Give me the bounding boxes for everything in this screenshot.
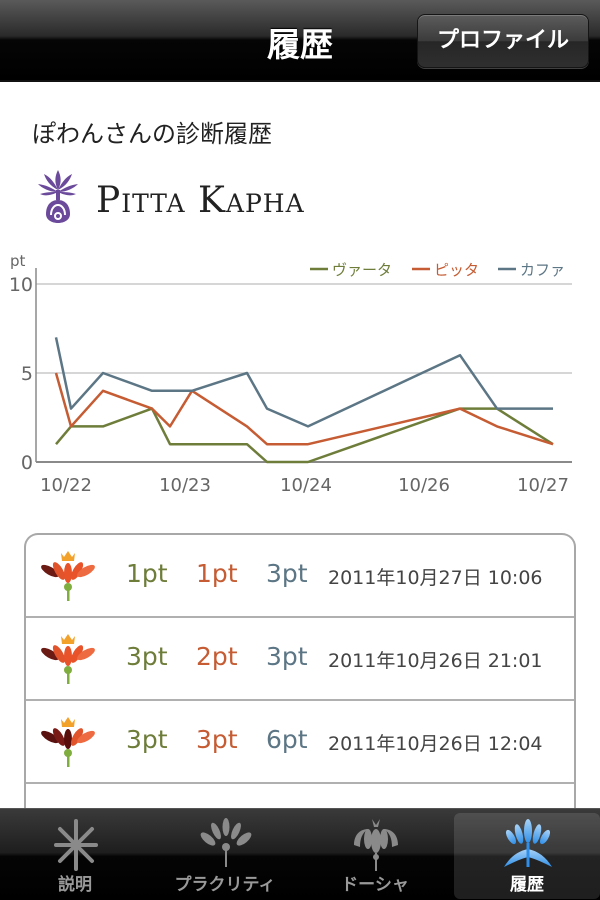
chart-series bbox=[54, 337, 554, 464]
history-list[interactable]: 1pt 1pt 3pt 2011年10月27日 10:06 3pt 2pt 3p… bbox=[24, 533, 576, 813]
tab-dosha[interactable]: ドーシャ bbox=[302, 813, 448, 899]
brand-name: Pitta Kapha bbox=[96, 180, 305, 221]
profile-button[interactable]: プロファイル bbox=[417, 14, 589, 68]
kapha-score: 6pt bbox=[266, 725, 308, 754]
svg-text:ヴァータ: ヴァータ bbox=[332, 261, 392, 279]
history-date: 2011年10月26日 21:01 bbox=[328, 650, 543, 672]
chart-grid bbox=[35, 268, 572, 463]
vata-score: 3pt bbox=[126, 642, 168, 671]
flower-icon bbox=[41, 551, 95, 601]
svg-text:0: 0 bbox=[21, 452, 33, 474]
y-axis-ticks: 0 5 10 bbox=[9, 274, 33, 474]
asterisk-flower-icon bbox=[54, 819, 98, 871]
tab-label: プラクリティ bbox=[174, 875, 276, 895]
svg-text:10/26: 10/26 bbox=[398, 475, 450, 496]
svg-text:10/23: 10/23 bbox=[159, 475, 211, 496]
history-row[interactable]: 3pt 3pt 6pt 2011年10月26日 12:04 bbox=[26, 701, 574, 784]
fan-flower-icon bbox=[200, 818, 252, 867]
history-date: 2011年10月26日 12:04 bbox=[328, 733, 543, 755]
svg-text:ピッタ: ピッタ bbox=[434, 261, 479, 279]
drooping-flower-icon bbox=[354, 819, 398, 871]
svg-text:10/22: 10/22 bbox=[40, 475, 92, 496]
vata-score: 1pt bbox=[126, 559, 168, 588]
brand-logo: Pitta Kapha bbox=[36, 168, 381, 224]
history-row[interactable]: 1pt 1pt 3pt 2011年10月27日 10:06 bbox=[26, 535, 574, 618]
lotus-icon bbox=[504, 819, 552, 867]
tab-label: 説明 bbox=[58, 875, 92, 895]
dosha-history-chart: pt 0 5 10 10/22 10/23 10/24 10/26 10/27 ヴァータ ピッ… bbox=[9, 252, 572, 496]
tab-label: 履歴 bbox=[510, 875, 544, 895]
flower-icon bbox=[41, 717, 95, 767]
page-title: 履歴 bbox=[267, 25, 333, 64]
chart-legend: ヴァータ ピッタ カファ bbox=[310, 261, 565, 279]
pitta-score: 3pt bbox=[196, 725, 238, 754]
vata-score: 3pt bbox=[126, 725, 168, 754]
svg-text:10/24: 10/24 bbox=[280, 475, 332, 496]
history-heading: ぽわんさんの診断履歴 bbox=[32, 120, 272, 148]
pitta-score: 1pt bbox=[196, 559, 238, 588]
history-row[interactable]: 3pt 2pt 3pt 2011年10月26日 21:01 bbox=[26, 618, 574, 701]
kapha-score: 3pt bbox=[266, 559, 308, 588]
svg-text:10/27: 10/27 bbox=[517, 475, 569, 496]
x-axis-ticks: 10/22 10/23 10/24 10/26 10/27 bbox=[40, 475, 569, 496]
y-axis-label: pt bbox=[10, 252, 26, 270]
svg-text:10: 10 bbox=[9, 274, 33, 296]
tab-history[interactable]: 履歴 bbox=[454, 813, 600, 899]
tab-prakriti[interactable]: プラクリティ bbox=[152, 813, 298, 899]
pitta-score: 2pt bbox=[196, 642, 238, 671]
flower-icon bbox=[41, 634, 95, 684]
kapha-score: 3pt bbox=[266, 642, 308, 671]
history-date: 2011年10月27日 10:06 bbox=[328, 567, 543, 589]
tab-bar: 説明 プラクリティ bbox=[0, 808, 600, 900]
svg-text:5: 5 bbox=[21, 363, 33, 385]
lotus-logo-icon bbox=[38, 170, 78, 223]
tab-label: ドーシャ bbox=[341, 875, 409, 895]
tab-explanation[interactable]: 説明 bbox=[2, 813, 148, 899]
navigation-bar: 履歴 プロファイル bbox=[0, 0, 600, 82]
svg-text:カファ: カファ bbox=[520, 261, 565, 279]
